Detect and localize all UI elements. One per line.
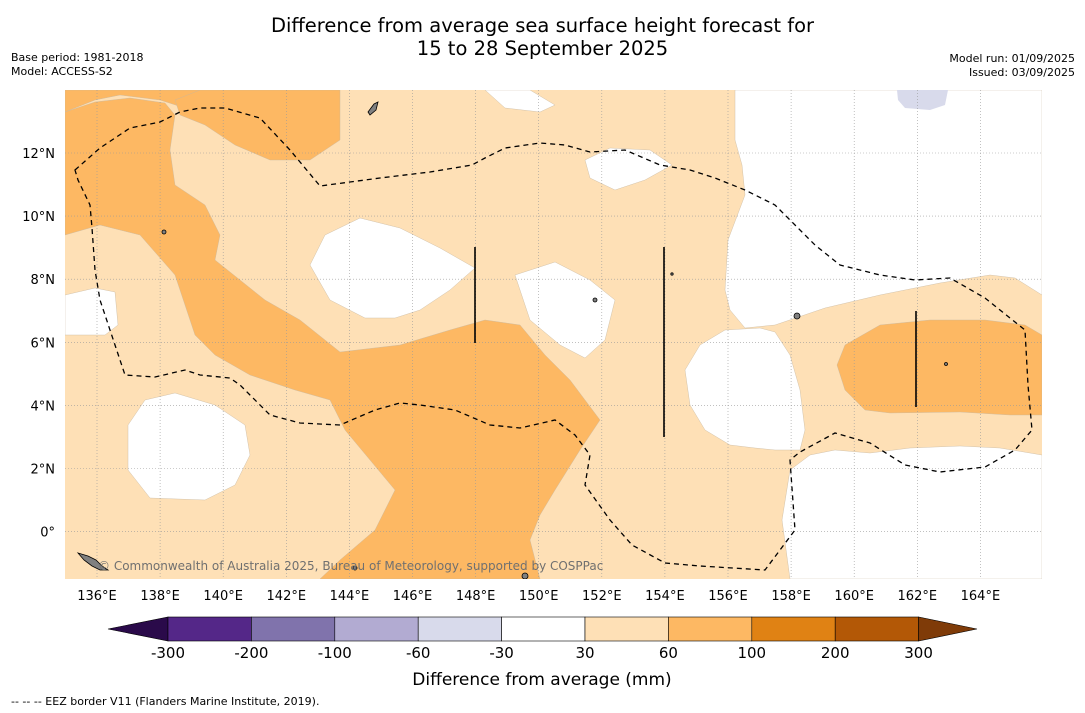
colorbar-bin-8 (834, 616, 919, 642)
lon-tick-label: 142°E (267, 589, 307, 604)
colorbar-label: 300 (904, 644, 933, 662)
colorbar-label: -200 (234, 644, 268, 662)
map-title: Difference from average sea surface heig… (0, 14, 1085, 60)
lon-tick-label: 164°E (961, 589, 1001, 604)
eez-border-west (74, 107, 1033, 571)
colorbar-label: 60 (659, 644, 678, 662)
lon-tick-label: 146°E (393, 589, 433, 604)
island-north (367, 101, 379, 116)
colorbar-label: 100 (737, 644, 766, 662)
latitude-ticks: 12°N 10°N 8°N 6°N 4°N 2°N 0° (22, 147, 55, 541)
island-south-center (521, 572, 529, 579)
island-small-a (161, 229, 167, 235)
neutral-area-north-left (309, 217, 476, 319)
anomaly-60-100-region-east (836, 319, 1042, 416)
map-panel: © Commonwealth of Australia 2025, Bureau… (65, 90, 1042, 579)
neutral-area-west (65, 287, 119, 336)
neutral-area-east (684, 327, 806, 451)
neutral-area-southwest (127, 392, 251, 501)
lat-tick-label: 8°N (31, 273, 56, 288)
lon-tick-label: 152°E (582, 589, 622, 604)
eez-borders (74, 107, 1033, 571)
model-run-text: Model run: 01/09/2025 (949, 52, 1075, 65)
lon-tick-label: 148°E (456, 589, 496, 604)
lat-tick-label: 0° (40, 526, 55, 541)
lon-tick-label: 138°E (140, 589, 180, 604)
colorbar-bin-0 (167, 616, 252, 642)
title-line-2: 15 to 28 September 2025 (416, 37, 669, 60)
colorbar-bin-7 (751, 616, 836, 642)
anomaly-60-100-region-northwest (174, 90, 341, 161)
title-line-1: Difference from average sea surface heig… (270, 14, 815, 37)
island-small-e (670, 272, 674, 276)
lon-tick-label: 154°E (645, 589, 685, 604)
colorbar: -300 -200 -100 -60 -30 30 60 100 200 300 (107, 616, 978, 662)
lat-tick-label: 10°N (22, 210, 55, 225)
island-small-c (793, 312, 801, 320)
colorbar-bin-5 (584, 616, 669, 642)
negative-anomaly-patch (897, 90, 948, 110)
lat-tick-label: 4°N (31, 399, 56, 414)
colorbar-bin-4 (501, 616, 586, 642)
lon-tick-label: 144°E (330, 589, 370, 604)
island-southwest (76, 552, 110, 571)
colorbar-over-triangle (918, 616, 978, 642)
lon-tick-label: 140°E (203, 589, 243, 604)
eez-footnote: -- -- -- EEZ border V11 (Flanders Marine… (11, 695, 320, 708)
island-south-left (352, 565, 358, 571)
model-run-info: Model run: 01/09/2025 Issued: 03/09/2025 (949, 52, 1075, 80)
colorbar-bin-1 (251, 616, 336, 642)
neutral-area-north-small (484, 90, 556, 113)
neutral-area-center (514, 261, 616, 359)
longitude-ticks: 136°E 138°E 140°E 142°E 144°E 146°E 148°E 150°E… (77, 589, 1000, 604)
lon-tick-label: 150°E (519, 589, 559, 604)
lon-tick-label: 162°E (898, 589, 938, 604)
base-period-text: Base period: 1981-2018 (11, 51, 144, 64)
colorbar-label: 30 (575, 644, 594, 662)
colorbar-label: -30 (489, 644, 514, 662)
issued-text: Issued: 03/09/2025 (968, 66, 1075, 79)
model-text: Model: ACCESS-S2 (11, 65, 113, 78)
lat-tick-label: 6°N (31, 336, 56, 351)
neutral-area-southeast (781, 445, 1042, 579)
gridlines (65, 90, 1042, 579)
lon-tick-label: 160°E (834, 589, 874, 604)
colorbar-bin-6 (668, 616, 753, 642)
islands (76, 101, 948, 579)
colorbar-label: 200 (821, 644, 850, 662)
island-small-d (944, 362, 948, 366)
lat-tick-label: 12°N (22, 147, 55, 162)
colorbar-label: -300 (151, 644, 185, 662)
neutral-area-northeast (724, 90, 1042, 329)
lon-tick-label: 156°E (708, 589, 748, 604)
copyright-watermark: © Commonwealth of Australia 2025, Bureau… (98, 559, 603, 573)
zone-boundary-lines (474, 247, 917, 437)
island-small-b (592, 297, 598, 303)
lon-tick-label: 136°E (77, 589, 117, 604)
anomaly-60-100-region-central (65, 97, 601, 579)
anomaly-60-100-region-west (65, 90, 201, 113)
colorbar-bin-3 (417, 616, 502, 642)
lon-tick-label: 158°E (771, 589, 811, 604)
colorbar-label: -100 (318, 644, 352, 662)
colorbar-title: Difference from average (mm) (412, 670, 671, 690)
colorbar-bin-2 (334, 616, 419, 642)
neutral-area-north-center (584, 147, 673, 191)
base-period-info: Base period: 1981-2018 Model: ACCESS-S2 (11, 51, 143, 79)
colorbar-under-triangle (107, 616, 169, 642)
lat-tick-label: 2°N (31, 463, 56, 478)
colorbar-label: -60 (406, 644, 431, 662)
